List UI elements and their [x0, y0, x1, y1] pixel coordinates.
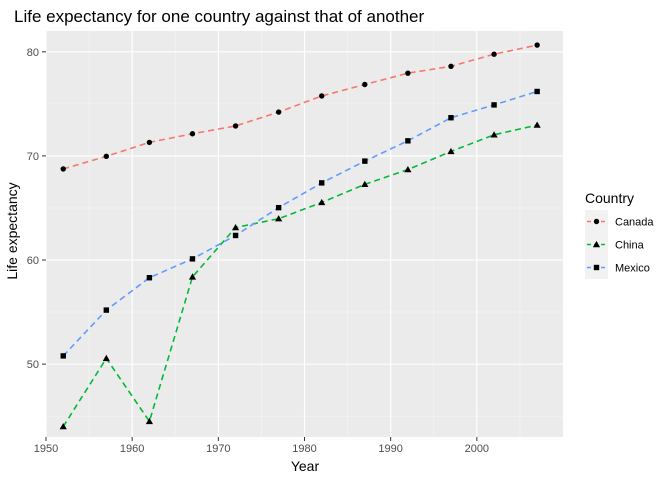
data-point-canada — [362, 81, 368, 88]
y-tick-label: 80 — [27, 47, 39, 59]
data-point-mexico — [146, 275, 153, 281]
data-point-china — [59, 422, 67, 430]
data-point-china — [447, 147, 455, 155]
x-axis: 1950 1960 1970 1980 1990 2000 — [34, 437, 489, 455]
data-point-china — [533, 121, 541, 128]
data-point-china — [490, 131, 498, 138]
y-axis-label: Life expectancy — [4, 182, 20, 279]
data-point-canada — [534, 42, 540, 48]
data-point-canada — [448, 63, 454, 69]
data-point-mexico — [405, 138, 411, 144]
series-line-china — [62, 124, 538, 428]
data-point-china — [361, 180, 369, 188]
data-point-mexico — [232, 232, 239, 239]
x-tick-label: 1990 — [378, 443, 402, 455]
legend-label-china: China — [615, 240, 645, 252]
legend-label-mexico: Mexico — [615, 263, 650, 275]
data-point-mexico — [534, 88, 540, 95]
data-point-canada — [275, 109, 282, 115]
data-point-china — [102, 354, 110, 362]
major-gridlines — [45, 31, 563, 437]
data-point-canada — [405, 70, 411, 76]
x-tick-label: 1970 — [206, 443, 230, 455]
data-point-mexico — [189, 256, 196, 262]
legend-label-canada: Canada — [615, 217, 654, 229]
series-points — [59, 42, 541, 430]
data-point-canada — [146, 139, 153, 146]
x-tick-label: 1980 — [292, 443, 316, 455]
data-point-china — [145, 417, 153, 425]
legend-title: Country — [585, 190, 634, 206]
y-tick-label: 50 — [27, 359, 39, 371]
y-tick-label: 60 — [27, 255, 39, 267]
data-point-mexico — [275, 204, 282, 211]
chart-title: Life expectancy for one country against … — [14, 7, 424, 26]
data-point-china — [404, 165, 412, 173]
data-point-china — [231, 223, 240, 231]
data-point-canada — [232, 123, 239, 129]
data-point-china — [275, 215, 283, 222]
y-axis: 50 60 70 80 — [27, 47, 46, 371]
series-line-canada — [63, 44, 538, 170]
legend-marker-mexico — [593, 264, 600, 271]
data-point-mexico — [491, 102, 497, 108]
data-point-mexico — [362, 158, 368, 164]
data-point-mexico — [319, 180, 325, 186]
legend-marker-china — [592, 240, 601, 248]
legend: Country Canada China Mexico — [585, 190, 654, 279]
series-lines — [62, 44, 538, 428]
data-point-canada — [60, 166, 66, 172]
data-point-mexico — [448, 115, 454, 121]
x-tick-label: 1950 — [34, 443, 58, 455]
y-tick-label: 70 — [27, 151, 39, 163]
x-tick-label: 2000 — [465, 443, 489, 455]
data-point-canada — [491, 51, 497, 57]
x-axis-label: Year — [291, 458, 320, 474]
data-point-china — [318, 198, 326, 206]
data-point-canada — [319, 93, 325, 99]
data-point-mexico — [60, 353, 66, 359]
x-tick-label: 1960 — [120, 443, 144, 455]
legend-marker-canada — [593, 218, 600, 225]
data-point-canada — [103, 153, 110, 160]
data-point-canada — [189, 131, 196, 137]
data-point-china — [188, 273, 197, 280]
data-point-mexico — [103, 307, 110, 313]
